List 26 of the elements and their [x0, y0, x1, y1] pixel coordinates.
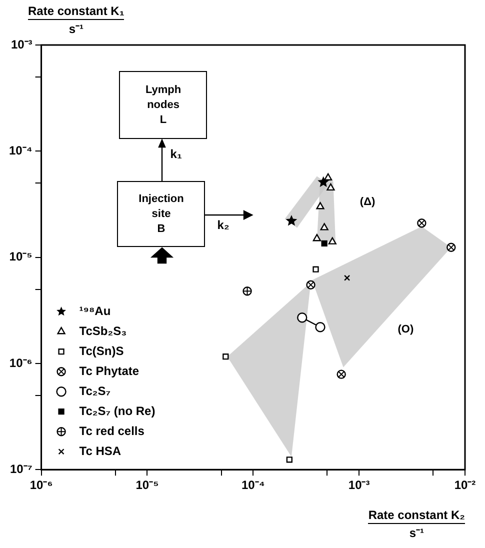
x-tick-label: 10⁻⁶ — [30, 478, 53, 492]
y-axis-title: Rate constant K₁ s⁻¹ — [28, 4, 124, 36]
x-tick-label: 10⁻⁴ — [241, 478, 265, 492]
y-tick-label: 10⁻⁶ — [9, 356, 32, 370]
y-tick-label: 10⁻³ — [10, 37, 32, 52]
y-tick-label: 10⁻⁵ — [9, 250, 32, 264]
annotation: k₁ — [170, 147, 182, 161]
legend-label: TcSb₂S₃ — [79, 324, 127, 338]
x-tick-label: 10⁻⁵ — [136, 478, 159, 492]
annotation: (O) — [398, 324, 414, 336]
x-axis-title: Rate constant K₂ s⁻¹ — [368, 508, 465, 540]
legend-label: Tc(Sn)S — [79, 344, 124, 358]
legend-label: Tc₂S₇ — [79, 384, 111, 398]
legend-label: Tc red cells — [79, 424, 145, 438]
y-tick-label: 10⁻⁴ — [8, 143, 32, 158]
legend-label: Tc HSA — [79, 444, 122, 458]
compartment-box: Lymph nodes L — [119, 71, 208, 139]
x-tick-label: 10⁻² — [454, 478, 476, 492]
legend-label: Tc Phytate — [79, 364, 140, 378]
y-tick-label: 10⁻⁷ — [10, 462, 32, 476]
legend-label: Tc₂S₇ (no Re) — [79, 404, 156, 418]
compartment-box: Injection site B — [117, 181, 206, 247]
annotation: k₂ — [217, 218, 230, 232]
annotation: (Δ) — [360, 196, 376, 208]
x-tick-label: 10⁻³ — [348, 478, 370, 492]
legend-label: ¹⁹⁸Au — [79, 304, 111, 318]
